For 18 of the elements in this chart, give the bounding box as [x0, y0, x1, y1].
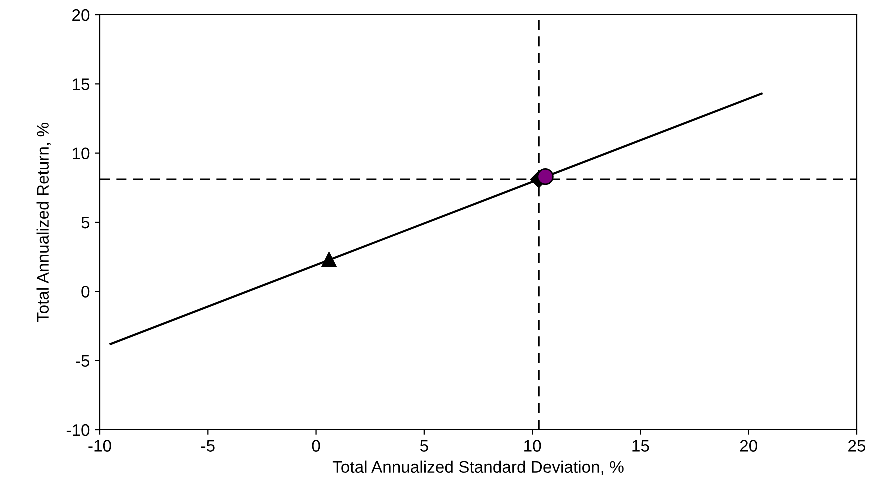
x-tick-label: -5 [201, 440, 215, 452]
point [537, 168, 554, 186]
y-tick-label: 5 [82, 217, 90, 229]
x-tick-label: 5 [420, 440, 428, 452]
x-tick-label: 0 [312, 440, 320, 452]
x-axis-title: Total Annualized Standard Deviation, % [332, 460, 624, 476]
x-tick-label: 10 [524, 440, 542, 452]
x-tick-label: 15 [632, 440, 650, 452]
y-tick-label: 20 [72, 9, 90, 22]
y-tick-label: 10 [73, 148, 90, 160]
y-tick-label: 0 [82, 286, 90, 298]
x-tick-label: 20 [740, 440, 758, 452]
x-tick-label: 25 [848, 440, 866, 452]
y-tick-label: -5 [76, 355, 90, 368]
y-tick-label: -10 [66, 424, 90, 436]
point [322, 252, 337, 268]
y-tick-label: 15 [73, 78, 90, 90]
y-axis-title: Total Annualized Return, % [36, 123, 51, 322]
